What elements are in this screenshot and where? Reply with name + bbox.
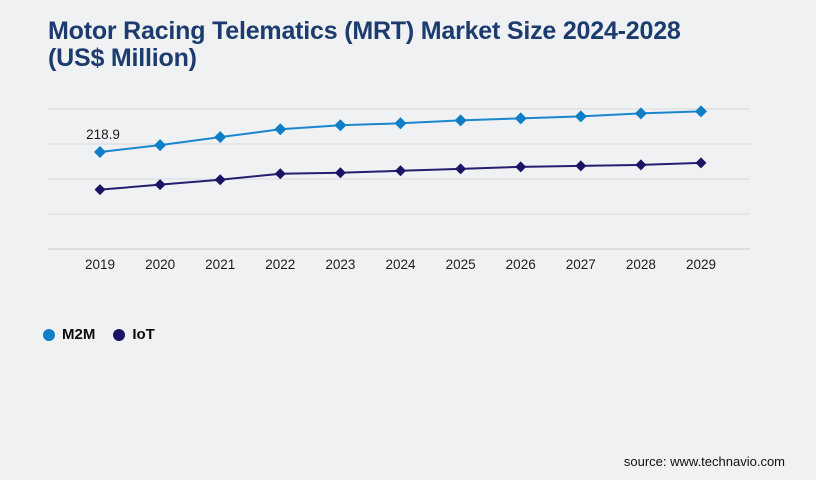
legend-item-iot[interactable]: IoT: [113, 326, 155, 343]
data-point-m2m-2019: [94, 146, 106, 159]
x-axis-label: 2019: [85, 257, 115, 272]
data-point-iot-2019: [94, 184, 106, 196]
data-point-iot-2020: [154, 179, 166, 191]
data-point-iot-2025: [455, 163, 467, 175]
data-point-m2m-2025: [454, 114, 467, 127]
x-axis-label: 2027: [566, 257, 596, 272]
data-point-iot-2029: [695, 157, 707, 169]
x-axis-label: 2025: [446, 257, 476, 272]
x-axis-label: 2028: [626, 257, 656, 272]
data-point-m2m-2027: [574, 110, 587, 123]
data-point-m2m-2028: [634, 107, 647, 120]
legend-label-iot: IoT: [132, 326, 155, 343]
data-point-iot-2027: [575, 160, 587, 172]
chart-title-line2: (US$ Million): [48, 44, 197, 72]
x-axis-label: 2024: [385, 257, 416, 272]
x-axis-label: 2026: [506, 257, 536, 272]
m2m-series-swatch-icon: [43, 328, 55, 341]
source-attribution: source: www.technavio.com: [623, 454, 785, 469]
x-axis-label: 2022: [265, 257, 295, 272]
data-point-m2m-2023: [334, 119, 347, 132]
iot-series-swatch-icon: [113, 328, 126, 341]
data-point-m2m-2022: [274, 123, 287, 136]
data-point-iot-2021: [214, 174, 226, 186]
chart-legend: M2M IoT: [43, 326, 155, 343]
legend-item-m2m[interactable]: M2M: [43, 326, 95, 343]
data-point-iot-2024: [395, 165, 406, 177]
chart-title-line1: Motor Racing Telematics (MRT) Market Siz…: [48, 17, 681, 45]
data-point-iot-2022: [274, 168, 286, 180]
x-axis-label: 2021: [205, 257, 235, 272]
data-point-iot-2023: [334, 167, 346, 179]
data-point-iot-2026: [515, 161, 527, 173]
data-point-m2m-2026: [514, 112, 527, 125]
x-axis-label: 2029: [686, 257, 716, 272]
data-point-m2m-2029: [695, 105, 707, 118]
data-point-m2m-2021: [214, 131, 227, 144]
data-point-m2m-2020: [154, 139, 167, 152]
data-point-label: 218.9: [86, 127, 120, 142]
legend-label-m2m: M2M: [62, 326, 96, 343]
data-point-m2m-2024: [394, 117, 407, 130]
chart-title: Motor Racing Telematics (MRT) Market Siz…: [48, 18, 768, 72]
data-point-iot-2028: [635, 159, 647, 171]
x-axis-label: 2020: [145, 257, 175, 272]
x-axis-label: 2023: [325, 257, 355, 272]
